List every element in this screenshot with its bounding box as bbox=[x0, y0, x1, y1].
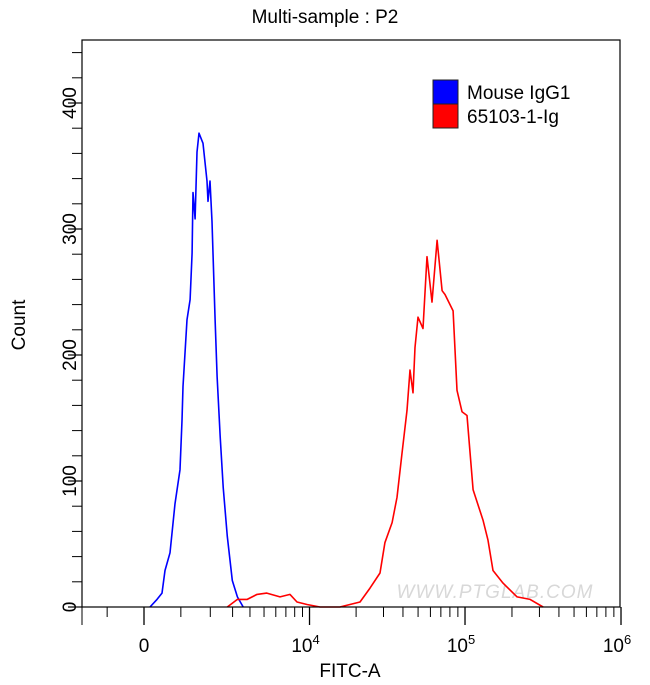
legend-label-1: 65103-1-Ig bbox=[467, 107, 559, 128]
x-tick-exponent: 4 bbox=[312, 632, 319, 647]
y-tick-label: 100 bbox=[60, 465, 81, 497]
plot-frame bbox=[81, 39, 621, 608]
y-tick-label: 300 bbox=[60, 213, 81, 245]
x-tick-label: 0 bbox=[139, 636, 150, 657]
x-tick-exponent: 5 bbox=[468, 632, 475, 647]
watermark: WWW.PTGLAB.COM bbox=[397, 582, 594, 603]
x-axis-label: FITC-A bbox=[319, 661, 381, 682]
y-axis: 0 100 200 300 400 bbox=[60, 52, 82, 613]
y-tick-label: 400 bbox=[60, 87, 81, 119]
legend-swatch-1 bbox=[432, 103, 459, 129]
y-axis-label: Count bbox=[9, 299, 30, 350]
y-tick-label: 200 bbox=[60, 339, 81, 371]
series-line-1 bbox=[226, 239, 544, 608]
x-tick-label: 104 bbox=[291, 632, 319, 657]
series-line-0 bbox=[149, 132, 244, 608]
x-axis: 0 104 105 106 bbox=[81, 607, 631, 657]
x-tick-label: 105 bbox=[447, 632, 475, 657]
x-tick-label: 106 bbox=[603, 632, 631, 657]
legend: Mouse IgG1 65103-1-Ig bbox=[432, 79, 571, 129]
legend-swatch-0 bbox=[432, 79, 459, 105]
y-tick-label: 0 bbox=[60, 602, 81, 613]
chart-title: Multi-sample : P2 bbox=[252, 7, 399, 28]
x-tick-exponent: 6 bbox=[624, 632, 631, 647]
legend-label-0: Mouse IgG1 bbox=[467, 83, 571, 104]
